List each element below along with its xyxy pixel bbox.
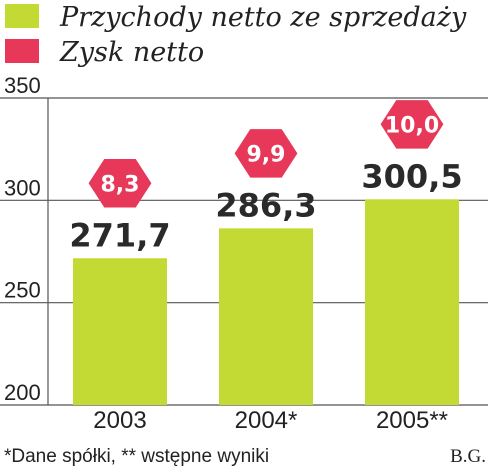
profit-hexagon-2003 (88, 159, 152, 208)
y-axis-ticks: 350 300 250 200 (4, 73, 41, 405)
value-label-2003: 271,7 (69, 216, 170, 254)
x-tick-2005: 2005** (376, 407, 448, 434)
profit-hexagon-2005 (380, 100, 444, 149)
bar-value-labels: 271,7 286,3 300,5 (69, 157, 462, 254)
x-tick-2004: 2004* (235, 407, 298, 434)
bar-2004 (219, 228, 313, 405)
value-label-2004: 286,3 (215, 186, 316, 224)
x-tick-2003: 2003 (93, 407, 146, 434)
bars (73, 199, 459, 405)
y-tick-250: 250 (4, 278, 41, 303)
value-label-2005: 300,5 (361, 157, 462, 195)
legend-swatch-profit (5, 39, 39, 63)
profit-label-2005: 10,0 (385, 113, 439, 138)
y-tick-200: 200 (4, 380, 41, 405)
bar-2003 (73, 258, 167, 405)
legend: Przychody netto ze sprzedaży Zysk netto (5, 2, 467, 68)
x-axis-ticks: 2003 2004* 2005** (93, 407, 448, 434)
legend-label-profit: Zysk netto (59, 37, 204, 68)
profit-label-2004: 9,9 (247, 142, 286, 167)
y-tick-300: 300 (4, 175, 41, 200)
profit-hexagon-2004 (234, 129, 298, 178)
profit-label-2003: 8,3 (101, 172, 140, 197)
profit-markers: 8,3 9,9 10,0 (88, 100, 444, 208)
footnote: *Dane spółki, ** wstępne wyniki (4, 446, 269, 467)
legend-swatch-revenue (5, 4, 39, 28)
y-tick-350: 350 (4, 73, 41, 98)
credit: B.G. (450, 446, 486, 467)
legend-label-revenue: Przychody netto ze sprzedaży (59, 2, 467, 33)
bar-2005 (365, 199, 459, 405)
